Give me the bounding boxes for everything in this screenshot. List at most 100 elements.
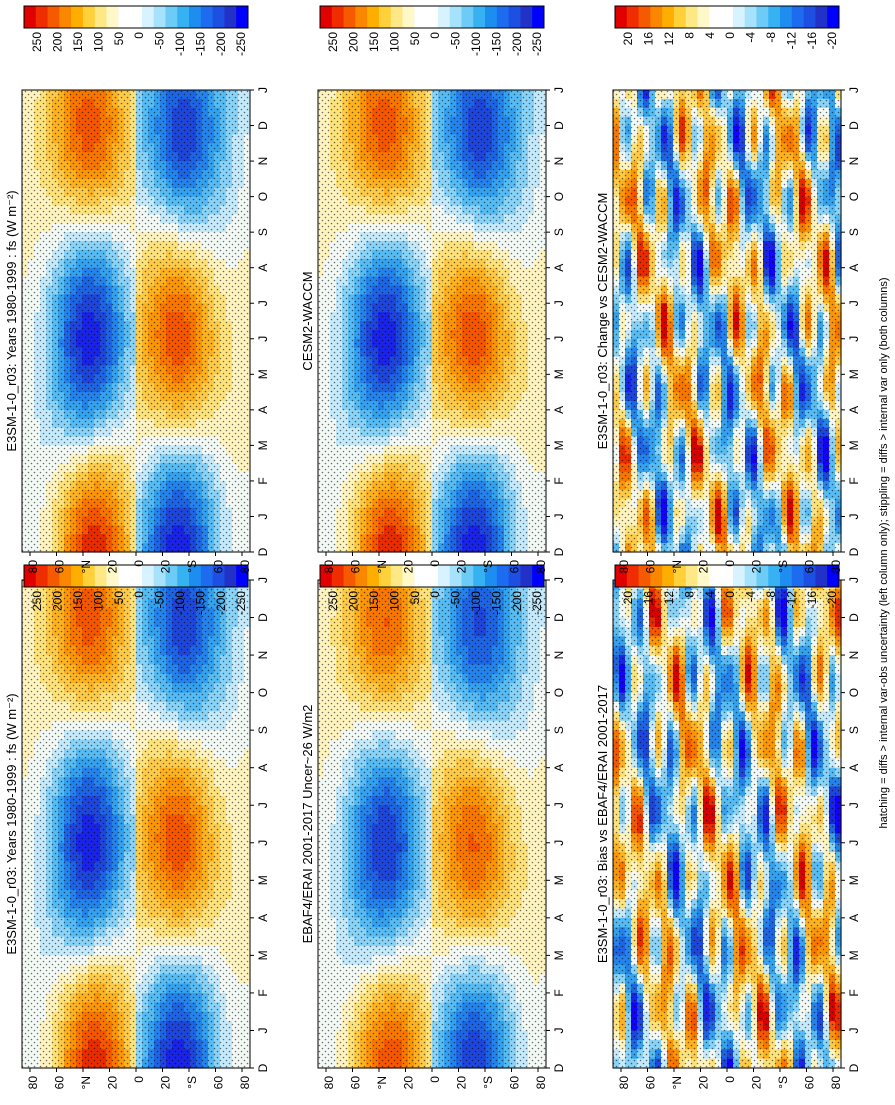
colorbar-swatch: [106, 565, 119, 587]
latitude-tick-label: °N: [670, 560, 684, 573]
colorbar-swatch: [71, 565, 84, 587]
colorbar-swatch: [367, 6, 380, 28]
month-tick-label: A: [256, 406, 270, 414]
colorbar-swatch: [141, 6, 155, 28]
colorbar-swatch: [82, 6, 96, 28]
colorbar-swatch: [780, 565, 793, 587]
panel-title: E3SM-1-0_r03: Years 1980-1999 : fs (W m⁻…: [4, 693, 19, 954]
colorbar-swatch: [82, 565, 96, 587]
month-tick-label: F: [256, 989, 270, 996]
colorbar: 20 16 12 8 4 0 -4 -8 -12 -16 -20: [614, 564, 840, 608]
colorbar-label: 0: [723, 591, 737, 598]
colorbar-swatch: [615, 6, 628, 28]
latitude-tick-label: °S: [481, 1076, 495, 1089]
month-tick-label: S: [256, 228, 270, 236]
colorbar-swatch: [165, 565, 178, 587]
colorbar-swatch: [827, 565, 840, 587]
panel-title: CESM2-WACCM: [300, 271, 315, 370]
latitude-tick-label: 80: [534, 1076, 548, 1090]
colorbar-label: -200: [214, 591, 228, 615]
colorbar-label: -50: [449, 591, 463, 609]
colorbar-swatch: [343, 6, 356, 28]
colorbar-swatch: [106, 6, 119, 28]
colorbar-label: -250: [530, 32, 544, 56]
colorbar-swatch: [744, 565, 757, 587]
colorbar-label: 20: [621, 591, 635, 605]
latitude-tick-label: °S: [776, 1076, 790, 1089]
latitude-tick-label: 60: [212, 1076, 226, 1090]
colorbar-swatch: [709, 6, 722, 28]
month-tick-label: D: [552, 613, 566, 622]
colorbar-swatch: [343, 565, 356, 587]
colorbar-label: -8: [764, 32, 778, 43]
latitude-tick-label: 0: [723, 1076, 737, 1083]
month-tick-label: J: [847, 802, 861, 808]
colorbar-swatch: [200, 6, 214, 28]
colorbar-swatch: [473, 6, 486, 28]
colorbar-label: 100: [387, 591, 401, 611]
latitude-tick-label: 80: [322, 1076, 336, 1090]
latitude-tick-label: 60: [349, 1076, 363, 1090]
month-tick-label: N: [256, 651, 270, 660]
colorbar-swatch: [212, 6, 225, 28]
month-tick-label: O: [847, 688, 861, 697]
colorbar: 250 200 150 100 50 0 -50 -100 -150 -200 -250: [319, 5, 545, 56]
colorbar-label: 0: [132, 32, 146, 39]
latitude-tick-label: 20: [750, 560, 764, 574]
stippling: [318, 90, 546, 552]
month-tick-label: J: [552, 87, 566, 93]
month-axis: D J F M A M J J A S O N D J: [841, 87, 861, 556]
colorbar-swatch: [744, 6, 757, 28]
month-tick-label: M: [552, 950, 566, 960]
latitude-tick-label: 80: [238, 560, 252, 574]
colorbar-swatch: [153, 565, 166, 587]
month-tick-label: A: [256, 264, 270, 272]
latitude-tick-label: 60: [803, 1076, 817, 1090]
latitude-axis: 80 60 °N 20 0 20 °S 60 80: [26, 552, 252, 573]
month-tick-label: F: [552, 477, 566, 484]
colorbar-swatch: [673, 565, 687, 587]
colorbar-swatch: [508, 6, 521, 28]
latitude-axis: 80 60 °N 20 0 20 °S 60 80: [617, 1068, 843, 1089]
month-tick-label: S: [552, 228, 566, 236]
colorbar-label: 12: [662, 32, 676, 46]
colorbar: 250 200 150 100 50 0 -50 -100 -150 -200 -250: [23, 564, 249, 615]
month-tick-label: S: [847, 228, 861, 236]
month-tick-label: M: [552, 440, 566, 450]
colorbar-swatch: [473, 565, 486, 587]
colorbar-swatch: [756, 565, 769, 587]
month-tick-label: M: [256, 950, 270, 960]
month-tick-label: J: [552, 840, 566, 846]
month-tick-label: A: [256, 764, 270, 772]
colorbar-swatch: [236, 6, 249, 28]
colorbar-swatch: [355, 565, 368, 587]
month-tick-label: O: [552, 688, 566, 697]
month-tick-label: M: [847, 950, 861, 960]
colorbar-label: -20: [825, 32, 839, 50]
colorbar-swatch: [47, 6, 60, 28]
colorbar-swatch: [437, 565, 451, 587]
colorbar-label: 50: [408, 591, 422, 605]
month-tick-label: J: [552, 802, 566, 808]
month-tick-label: F: [847, 989, 861, 996]
colorbar-label: 100: [91, 32, 105, 52]
colorbar-label: -100: [173, 32, 187, 56]
colorbar-swatch: [24, 6, 37, 28]
latitude-tick-label: 60: [803, 560, 817, 574]
colorbar-label: -12: [784, 32, 798, 50]
month-tick-label: J: [256, 300, 270, 306]
month-tick-label: M: [552, 369, 566, 379]
colorbar-swatch: [496, 565, 510, 587]
month-tick-label: M: [256, 440, 270, 450]
latitude-tick-label: 20: [402, 1076, 416, 1090]
colorbar-label: 50: [408, 32, 422, 46]
latitude-tick-label: 0: [132, 560, 146, 567]
colorbar-swatch: [721, 6, 734, 28]
colorbar-swatch: [47, 565, 60, 587]
colorbar-swatch: [320, 6, 333, 28]
latitude-axis: 80 60 °N 20 0 20 °S 60 80: [322, 552, 548, 573]
month-tick-label: A: [552, 764, 566, 772]
colorbar-label: 100: [387, 32, 401, 52]
